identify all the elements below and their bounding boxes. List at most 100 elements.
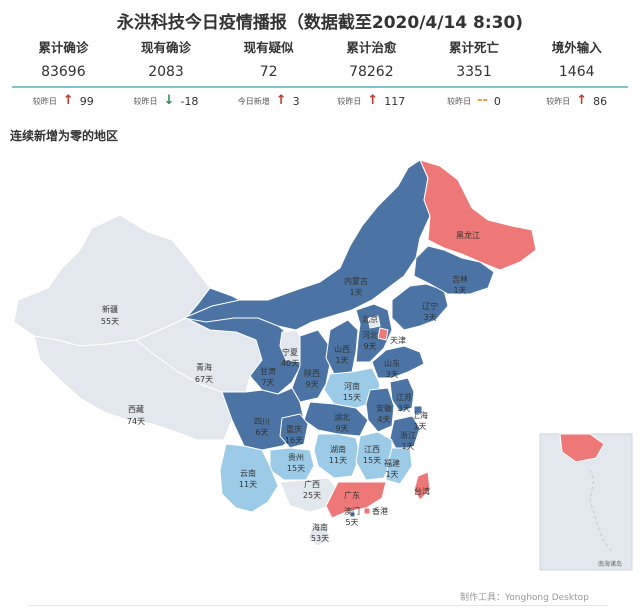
stat-label: 现有疑似 <box>243 40 294 55</box>
label-shanghai-days: 1天 <box>413 422 426 431</box>
delta-label: 较昨日 <box>546 96 571 106</box>
stat-value: 83696 <box>41 64 86 80</box>
label-hebei-days: 9天 <box>363 342 376 351</box>
label-hunan: 湖南 <box>330 444 346 454</box>
province-hainan[interactable] <box>307 525 331 547</box>
province-shanghai[interactable] <box>413 405 423 415</box>
label-hunan-days: 11天 <box>329 456 347 465</box>
label-shanxi-days: 1天 <box>335 356 348 365</box>
label-henan-days: 15天 <box>343 393 361 402</box>
label-beijing: 北京 <box>362 314 378 324</box>
province-anhui[interactable] <box>365 387 395 433</box>
label-jilin-days: 1天 <box>453 286 466 295</box>
delta-cured: 较昨日 ↑ 117 <box>320 92 423 110</box>
label-hainan: 海南 <box>312 522 328 532</box>
label-guangxi-days: 25天 <box>303 491 321 500</box>
delta-deaths: 较昨日 -- 0 <box>423 92 526 110</box>
province-fujian[interactable] <box>385 447 413 485</box>
label-gansu-days: 7天 <box>261 378 274 387</box>
province-beijing[interactable] <box>367 315 381 329</box>
delta-value: -18 <box>180 94 199 108</box>
label-liaoning: 辽宁 <box>422 301 438 311</box>
stat-label: 累计治愈 <box>346 40 397 55</box>
label-ningxia-days: 40天 <box>281 359 299 368</box>
label-sichuan-days: 6天 <box>255 428 268 437</box>
arrow-up-icon: ↑ <box>367 93 379 108</box>
dash-icon: -- <box>477 93 488 108</box>
delta-label: 今日新增 <box>237 96 270 106</box>
delta-current: 较昨日 ↓ -18 <box>115 92 218 110</box>
stat-current: 现有确诊 2083 <box>115 40 218 86</box>
label-aomen-days: 5天 <box>345 518 358 527</box>
province-shanxi[interactable] <box>325 319 359 375</box>
stat-value: 2083 <box>148 64 184 80</box>
province-hebei[interactable] <box>355 303 393 363</box>
delta-value: 0 <box>493 94 501 108</box>
label-heilongjiang: 黑龙江 <box>456 230 480 240</box>
province-aomen[interactable] <box>349 511 356 518</box>
stat-cured: 累计治愈 78262 <box>320 40 423 86</box>
delta-value: 117 <box>384 94 406 108</box>
delta-label: 较昨日 <box>447 96 472 106</box>
label-anhui-days: 4天 <box>377 415 390 424</box>
china-map: 南海诸岛 黑龙江 吉林 1天 辽宁 3天 内蒙古 1天 北京 天津 河北 9天 … <box>0 140 640 580</box>
stats-bar: 累计确诊 83696 现有确诊 2083 现有疑似 72 累计治愈 78262 … <box>12 40 628 88</box>
label-shandong-days: 3天 <box>385 370 398 379</box>
stat-value: 72 <box>259 64 278 80</box>
label-fujian: 福建 <box>384 458 400 468</box>
delta-label: 较昨日 <box>32 96 57 106</box>
province-xianggang[interactable] <box>363 507 371 515</box>
label-zhejiang: 浙江 <box>400 430 416 440</box>
province-liaoning[interactable] <box>391 283 449 331</box>
province-zhejiang[interactable] <box>389 415 421 453</box>
province-taiwan[interactable] <box>413 471 431 501</box>
province-shandong[interactable] <box>371 345 425 379</box>
stat-label: 现有确诊 <box>141 40 192 55</box>
label-xinjiang-days: 55天 <box>101 317 119 326</box>
label-jiangsu-days: 3天 <box>397 404 410 413</box>
delta-imported: 较昨日 ↑ 86 <box>525 92 628 110</box>
stat-label: 境外输入 <box>551 40 602 55</box>
label-neimenggu-days: 1天 <box>349 288 362 297</box>
label-zhejiang-days: 1天 <box>401 442 414 451</box>
label-shanghai: 上海 <box>412 410 428 420</box>
label-taiwan: 台湾 <box>414 486 430 496</box>
stat-confirmed: 累计确诊 83696 <box>12 40 115 86</box>
label-jiangxi-days: 15天 <box>363 456 381 465</box>
delta-bar: 较昨日 ↑ 99 较昨日 ↓ -18 今日新增 ↑ 3 较昨日 ↑ 117 较昨… <box>12 92 628 110</box>
arrow-up-icon: ↑ <box>62 93 74 108</box>
stat-value: 78262 <box>349 64 394 80</box>
arrow-up-icon: ↑ <box>576 93 588 108</box>
arrow-down-icon: ↓ <box>163 93 175 108</box>
label-shaanxi: 陕西 <box>304 368 320 378</box>
delta-label: 较昨日 <box>133 96 158 106</box>
label-chongqing: 重庆 <box>286 424 302 434</box>
province-heilongjiang[interactable] <box>419 159 537 271</box>
province-xizang[interactable] <box>33 335 233 441</box>
province-chongqing[interactable] <box>279 413 309 449</box>
label-sichuan: 四川 <box>254 417 270 426</box>
province-jilin[interactable] <box>413 245 495 295</box>
label-shandong: 山东 <box>384 358 400 368</box>
inset-label: 南海诸岛 <box>598 560 622 568</box>
label-shaanxi-days: 9天 <box>305 380 318 389</box>
label-chongqing-days: 16天 <box>285 436 303 445</box>
label-guangxi: 广西 <box>304 479 320 489</box>
province-hunan[interactable] <box>313 433 361 479</box>
label-qinghai-days: 67天 <box>195 375 213 384</box>
label-hainan-days: 53天 <box>311 534 329 543</box>
section-title: 连续新增为零的地区 <box>10 129 119 143</box>
stat-label: 累计确诊 <box>38 40 89 55</box>
label-liaoning-days: 3天 <box>423 313 436 322</box>
province-yunnan[interactable] <box>219 443 279 513</box>
delta-confirmed: 较昨日 ↑ 99 <box>12 92 115 110</box>
delta-label: 较昨日 <box>337 96 362 106</box>
label-qinghai: 青海 <box>196 362 212 372</box>
province-shaanxi[interactable] <box>291 329 331 403</box>
label-jiangxi: 江西 <box>364 445 380 454</box>
label-neimenggu: 内蒙古 <box>344 276 368 286</box>
label-guizhou-days: 15天 <box>287 464 305 473</box>
delta-suspected: 今日新增 ↑ 3 <box>217 92 320 110</box>
province-tianjin[interactable] <box>377 327 389 341</box>
label-hebei: 河北 <box>362 330 378 340</box>
